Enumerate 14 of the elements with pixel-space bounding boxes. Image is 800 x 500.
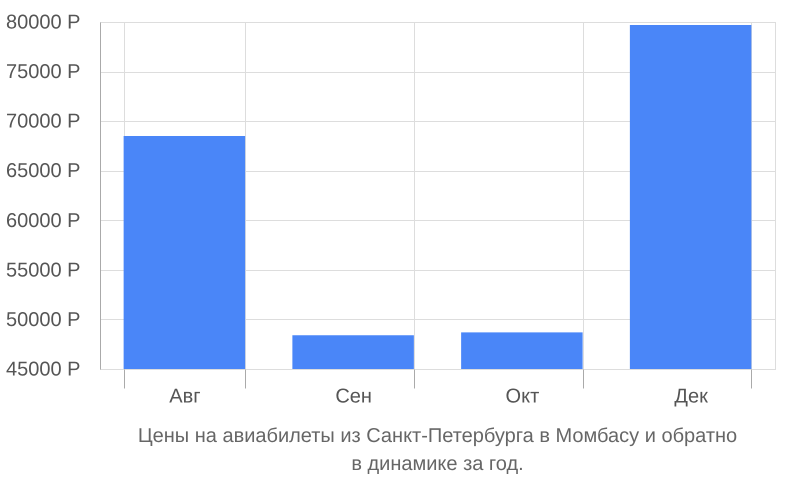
text: Цены на авиабилеты из Санкт-Петербурга в Момбасу и обратно <box>138 425 738 447</box>
y-tick-label: 75000 Р <box>6 61 80 84</box>
text: в динамике за год. <box>351 453 524 475</box>
y-tick-label: 45000 Р <box>6 358 80 380</box>
y-tick-label: 60000 Р <box>6 210 80 232</box>
x-tick-label: Сен <box>335 386 372 408</box>
y-tick-label: 55000 Р <box>6 259 80 282</box>
x-tick-label: Окт <box>506 386 540 408</box>
y-tick-label: 50000 Р <box>6 308 80 331</box>
x-tick-label: Авг <box>169 386 201 408</box>
y-tick-label: 65000 Р <box>6 160 80 182</box>
y-tick-label: 80000 Р <box>6 12 80 34</box>
x-tick-label: Дек <box>674 386 708 408</box>
y-tick-label: 70000 Р <box>6 110 80 133</box>
